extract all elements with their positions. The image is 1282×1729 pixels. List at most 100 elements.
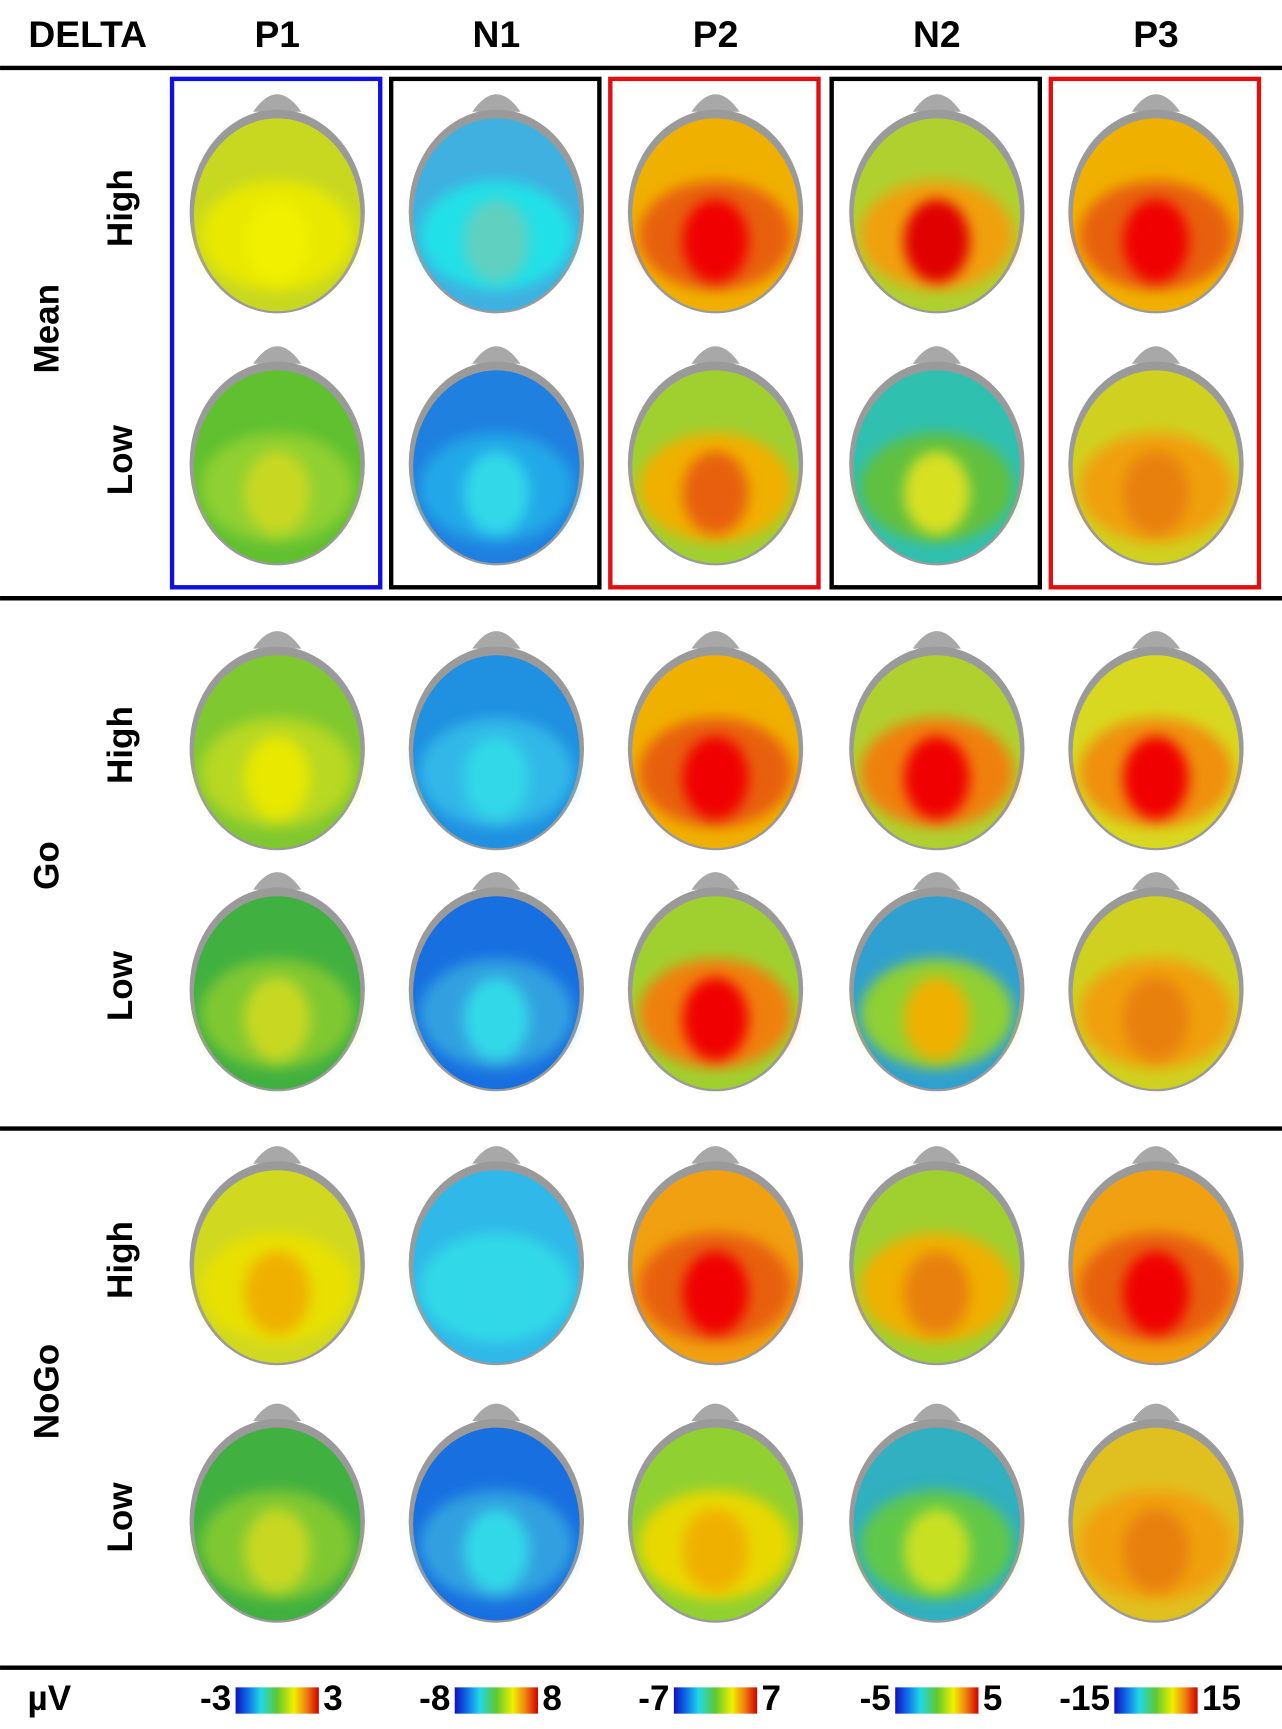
head-map xyxy=(849,631,1024,850)
group-label: Mean xyxy=(28,284,67,374)
head-map xyxy=(849,346,1024,565)
head-core xyxy=(463,199,529,282)
head-core xyxy=(904,199,970,282)
head-nose xyxy=(691,1404,739,1422)
row-label: Low xyxy=(101,950,140,1021)
head-map xyxy=(628,1404,803,1623)
head-nose xyxy=(913,1404,961,1422)
head-map xyxy=(190,346,365,565)
head-core xyxy=(244,451,310,534)
head-map xyxy=(628,94,803,313)
group-label: NoGo xyxy=(28,1344,67,1439)
head-map xyxy=(409,346,584,565)
head-core xyxy=(463,1509,529,1592)
row-label: Low xyxy=(101,1482,140,1553)
head-nose xyxy=(472,1146,520,1164)
head-nose xyxy=(253,1146,301,1164)
scale-max: 8 xyxy=(542,1679,562,1718)
head-map xyxy=(1068,346,1243,565)
head-core xyxy=(244,199,310,282)
head-core xyxy=(244,977,310,1060)
head-map xyxy=(1068,631,1243,850)
head-nose xyxy=(1132,1404,1180,1422)
column-label: N2 xyxy=(913,13,961,55)
head-map xyxy=(628,1146,803,1365)
column-label: P3 xyxy=(1133,13,1179,55)
row-label: High xyxy=(101,1221,140,1299)
column-label: P2 xyxy=(693,13,739,55)
head-map xyxy=(190,94,365,313)
head-map xyxy=(1068,872,1243,1091)
row-label: High xyxy=(101,706,140,784)
head-map xyxy=(1068,1146,1243,1365)
figure-title: DELTA xyxy=(28,13,147,55)
head-nose xyxy=(691,94,739,112)
head-core xyxy=(904,736,970,819)
head-nose xyxy=(1132,872,1180,890)
head-nose xyxy=(253,1404,301,1422)
head-nose xyxy=(691,872,739,890)
head-map xyxy=(849,94,1024,313)
colorbar xyxy=(674,1687,757,1713)
head-nose xyxy=(1132,1146,1180,1164)
head-core xyxy=(904,977,970,1060)
head-nose xyxy=(691,631,739,649)
colorbar xyxy=(455,1687,538,1713)
head-map xyxy=(1068,1404,1243,1623)
head-nose xyxy=(913,872,961,890)
head-nose xyxy=(472,872,520,890)
colorbar xyxy=(895,1687,978,1713)
head-nose xyxy=(253,346,301,364)
head-map xyxy=(409,1146,584,1365)
head-map xyxy=(409,872,584,1091)
row-label: Low xyxy=(101,424,140,495)
head-map xyxy=(190,872,365,1091)
scale-max: 5 xyxy=(983,1679,1003,1718)
head-nose xyxy=(913,94,961,112)
head-nose xyxy=(1132,346,1180,364)
head-nose xyxy=(913,346,961,364)
head-map xyxy=(409,631,584,850)
head-core xyxy=(904,1251,970,1334)
head-core xyxy=(1123,1251,1189,1334)
head-map xyxy=(628,631,803,850)
colorbar xyxy=(236,1687,319,1713)
head-core xyxy=(1123,199,1189,282)
head-core xyxy=(244,1509,310,1592)
group-label: Go xyxy=(28,841,67,890)
scale-min: -15 xyxy=(1059,1679,1110,1718)
head-map xyxy=(409,94,584,313)
head-nose xyxy=(691,1146,739,1164)
scale-max: 7 xyxy=(762,1679,782,1718)
head-nose xyxy=(253,94,301,112)
head-core xyxy=(683,977,749,1060)
colorbar xyxy=(1114,1687,1197,1713)
head-core xyxy=(683,451,749,534)
figure: DELTA P1 N1 P2 N2 P3 Mean High Low Go High Low NoGo… xyxy=(0,0,1282,1729)
head-map xyxy=(1068,94,1243,313)
head-map xyxy=(190,631,365,850)
scale-min: -7 xyxy=(638,1679,669,1718)
head-core xyxy=(904,451,970,534)
head-core xyxy=(244,1251,310,1334)
column-label: N1 xyxy=(473,13,521,55)
column-label: P1 xyxy=(254,13,300,55)
scale-min: -8 xyxy=(419,1679,450,1718)
head-core xyxy=(463,977,529,1060)
page: DELTA P1 N1 P2 N2 P3 Mean High Low Go High Low NoGo… xyxy=(0,0,1282,1729)
head-core xyxy=(683,736,749,819)
head-nose xyxy=(472,346,520,364)
head-nose xyxy=(691,346,739,364)
head-nose xyxy=(472,631,520,649)
head-core xyxy=(683,199,749,282)
head-map xyxy=(628,872,803,1091)
head-nose xyxy=(913,631,961,649)
head-nose xyxy=(253,631,301,649)
unit-label: µV xyxy=(28,1679,72,1718)
head-core xyxy=(1123,1509,1189,1592)
scale-min: -3 xyxy=(200,1679,231,1718)
row-label: High xyxy=(101,169,140,247)
head-map xyxy=(628,346,803,565)
head-nose xyxy=(913,1146,961,1164)
head-map xyxy=(409,1404,584,1623)
